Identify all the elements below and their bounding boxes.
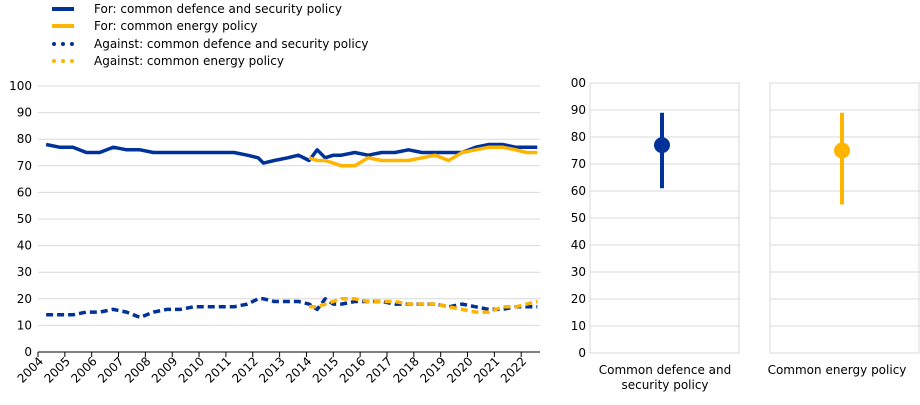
series-line: [45, 142, 538, 165]
y-tick-label: 50: [17, 212, 32, 226]
category-label-defence: Common defence and security policy: [598, 363, 732, 392]
y-tick-label: 70: [571, 157, 586, 171]
x-tick-label: 2021: [471, 354, 502, 385]
legend-swatch: [52, 6, 74, 11]
legend-label: For: common energy policy: [94, 19, 258, 34]
panel-frame: [769, 82, 920, 354]
y-tick-label: 20: [17, 292, 32, 306]
y-tick-label: 100: [570, 76, 586, 90]
y-tick-label: 50: [571, 211, 586, 225]
x-tick-label: 2022: [498, 354, 529, 385]
series-line-dashed: [309, 297, 538, 314]
legend-swatch: [52, 24, 74, 29]
x-tick-label: 2011: [203, 354, 234, 385]
y-tick-label: 40: [571, 238, 586, 252]
x-tick-label: 2016: [337, 354, 368, 385]
legend: For: common defence and security policy …: [52, 0, 368, 70]
legend-item: For: common defence and security policy: [52, 0, 368, 18]
legend-label: Against: common defence and security pol…: [94, 36, 369, 51]
y-tick-label: 30: [571, 265, 586, 279]
legend-item: For: common energy policy: [52, 18, 368, 36]
y-tick-label: 60: [17, 185, 32, 199]
legend-item: Against: common energy policy: [52, 53, 368, 71]
y-tick-label: 90: [571, 103, 586, 117]
y-tick-label: 80: [17, 132, 32, 146]
x-tick-label: 2007: [95, 354, 126, 385]
y-tick-label: 70: [17, 159, 32, 173]
x-tick-label: 2004: [15, 354, 46, 385]
panel-frame: [589, 82, 740, 354]
x-tick-label: 2009: [149, 354, 180, 385]
x-tick-label: 2006: [68, 354, 99, 385]
category-label-energy: Common energy policy: [767, 363, 907, 377]
y-tick-label: 0: [578, 346, 586, 360]
line-chart: 0102030405060708090100200420052006200720…: [9, 79, 540, 386]
legend-swatch: [52, 41, 74, 46]
y-tick-label: 10: [571, 319, 586, 333]
y-tick-label: 80: [571, 130, 586, 144]
value-dot: [834, 142, 850, 159]
legend-label: For: common defence and security policy: [94, 1, 342, 16]
x-tick-label: 2019: [417, 354, 448, 385]
y-tick-label: 20: [571, 292, 586, 306]
y-tick-label: 100: [9, 79, 32, 93]
legend-item: Against: common defence and security pol…: [52, 35, 368, 53]
dot-panel-energy: [769, 82, 920, 354]
x-tick-label: 2012: [229, 354, 260, 385]
legend-label: Against: common energy policy: [94, 54, 284, 69]
y-tick-label: 0: [24, 345, 32, 359]
dot-panel-defence: 0 10 20 30 40 50 60 70 80 90 100: [570, 76, 740, 360]
series-line: [308, 145, 538, 168]
legend-swatch: [52, 59, 74, 64]
x-tick-label: 2013: [256, 354, 287, 385]
y-tick-label: 10: [17, 318, 32, 332]
x-tick-label: 2020: [444, 354, 475, 385]
y-tick-label: 40: [17, 239, 32, 253]
y-tick-label: 60: [571, 184, 586, 198]
x-tick-label: 2005: [41, 354, 72, 385]
x-tick-label: 2017: [364, 354, 395, 385]
x-tick-label: 2010: [176, 354, 207, 385]
x-tick-label: 2015: [310, 354, 341, 385]
y-tick-label: 30: [17, 265, 32, 279]
x-tick-label: 2008: [122, 354, 153, 385]
y-tick-label: 90: [17, 106, 32, 120]
x-tick-label: 2018: [390, 354, 421, 385]
value-dot: [654, 137, 670, 154]
x-tick-label: 2014: [283, 354, 314, 385]
